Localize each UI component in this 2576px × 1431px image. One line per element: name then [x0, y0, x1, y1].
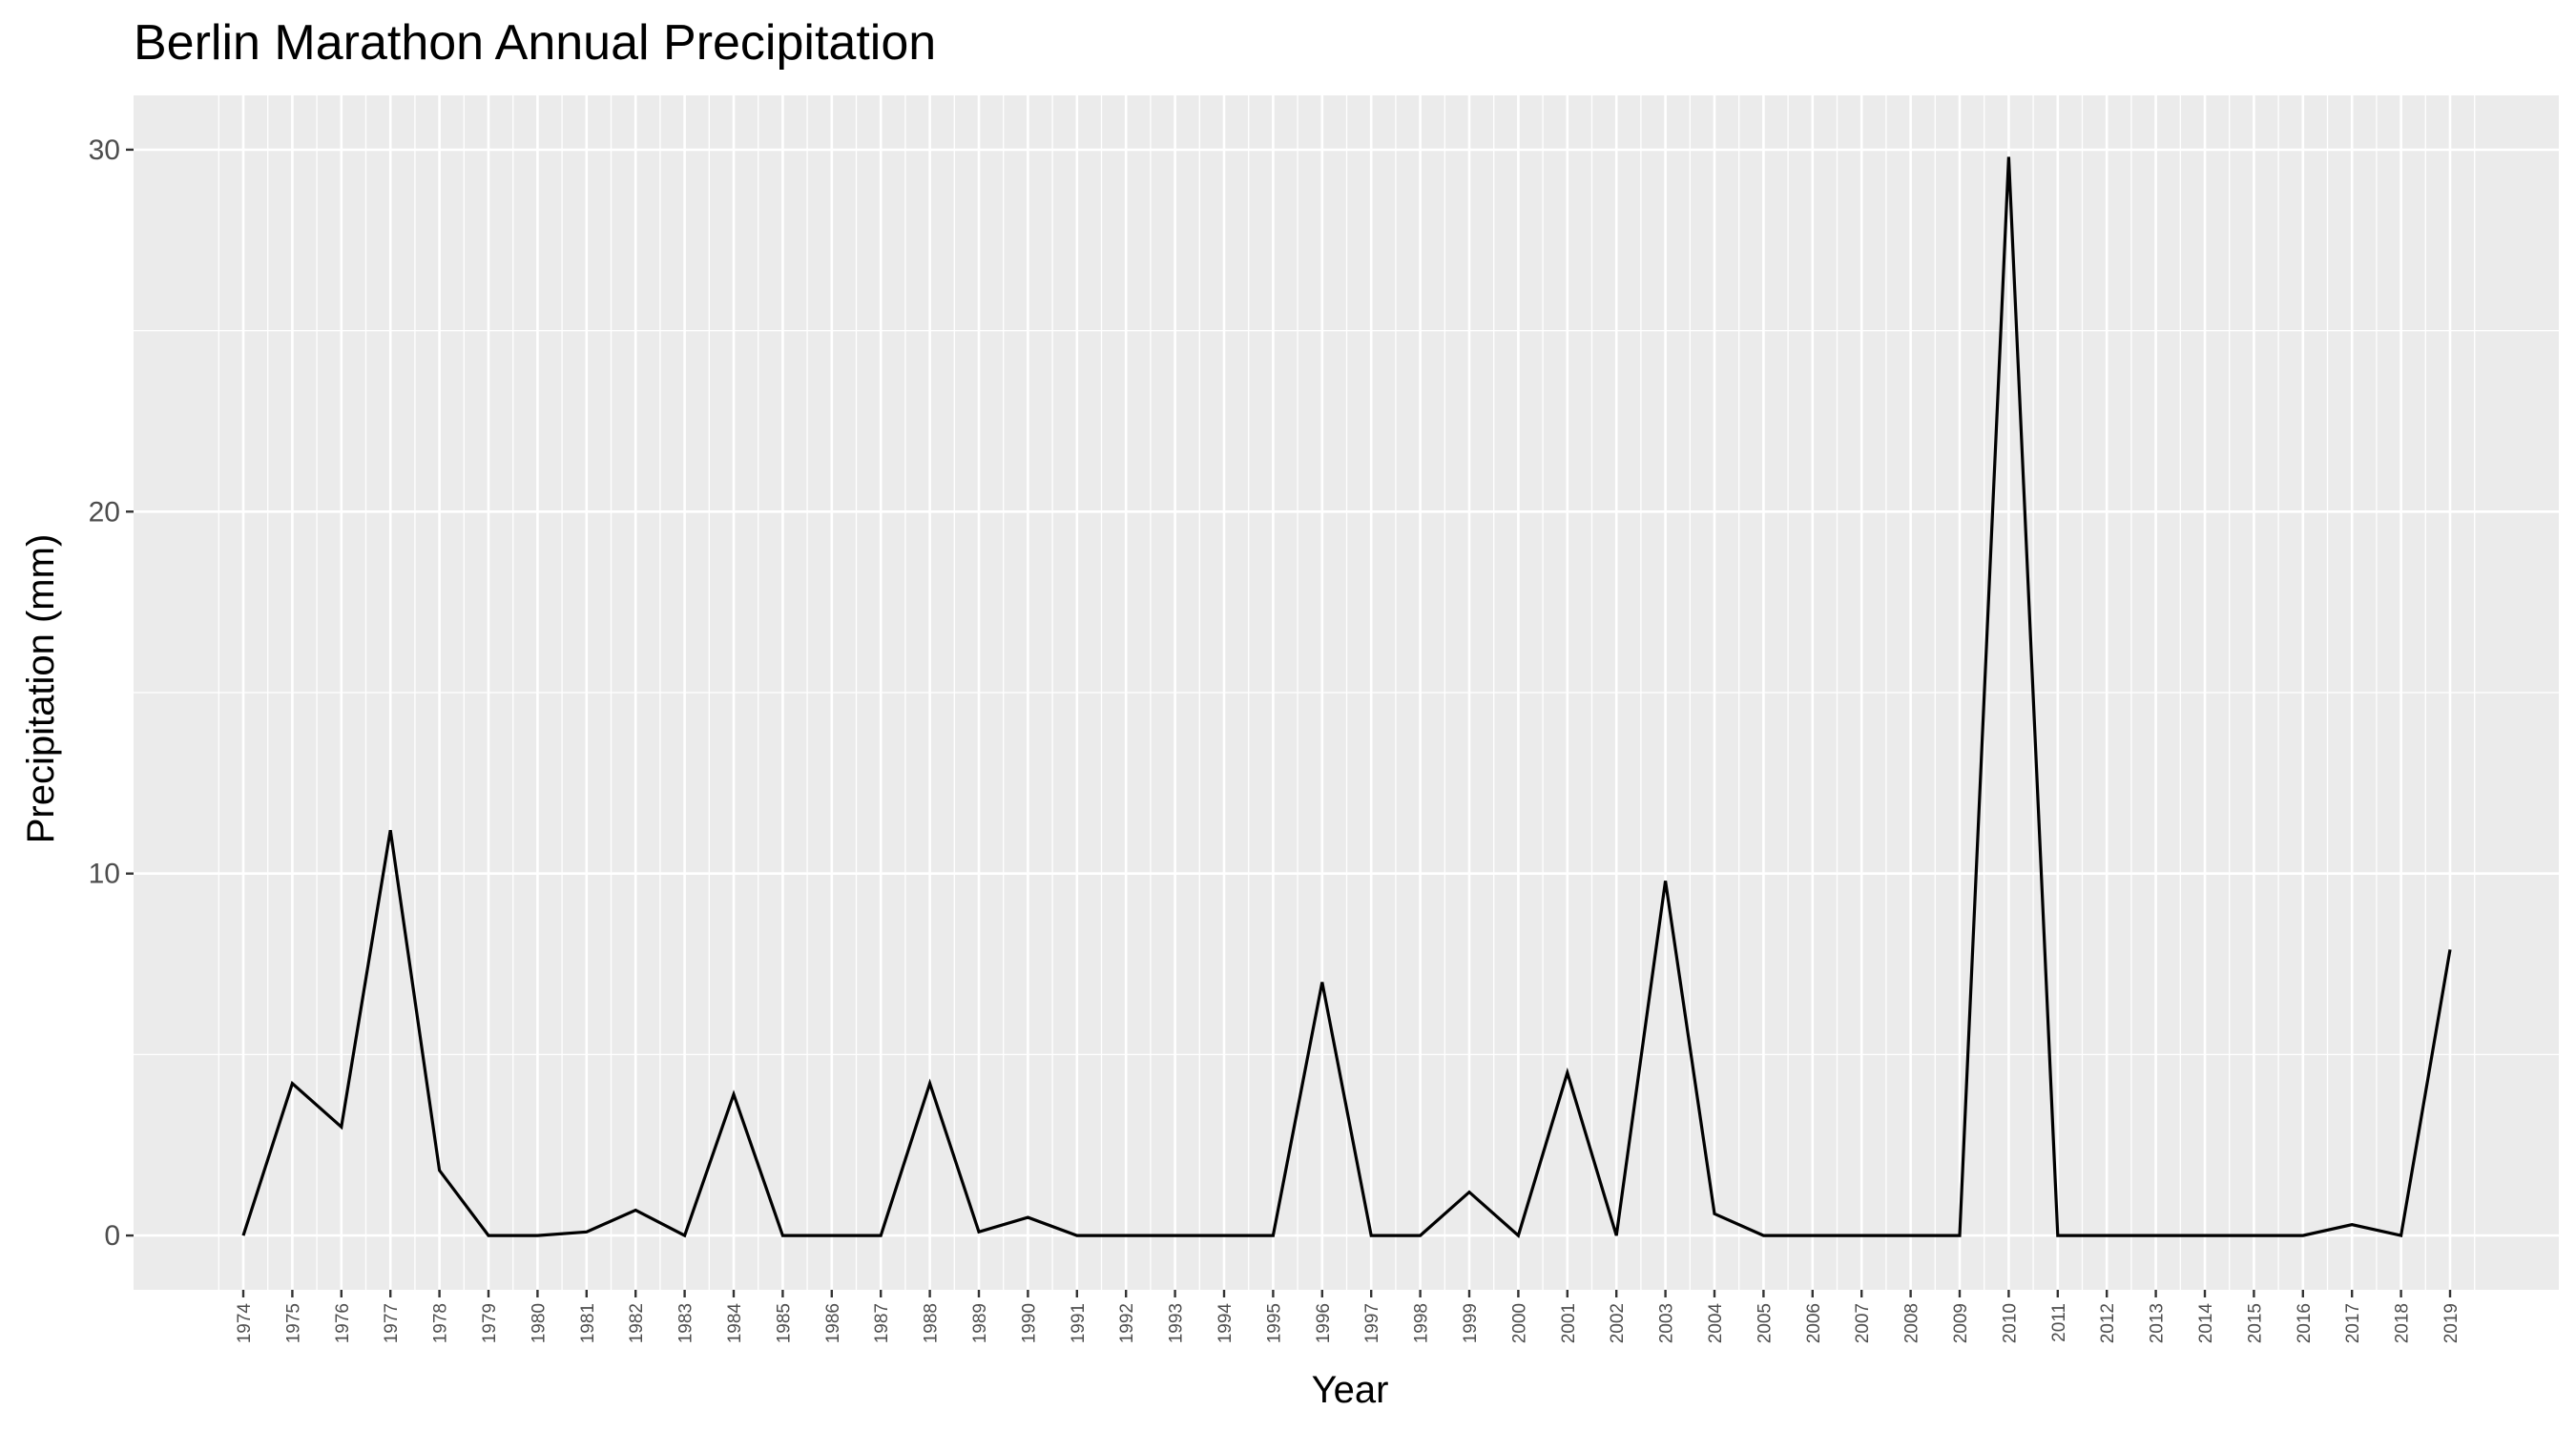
x-tick-label: 1992 [1117, 1303, 1137, 1343]
x-tick-label: 1990 [1019, 1303, 1039, 1343]
x-tick-label: 1982 [627, 1303, 647, 1343]
x-tick-label: 1980 [529, 1303, 549, 1343]
y-tick-label: 30 [89, 135, 120, 166]
x-tick-label: 1991 [1069, 1303, 1089, 1343]
chart-title: Berlin Marathon Annual Precipitation [134, 15, 936, 71]
x-tick-label: 1979 [480, 1303, 500, 1343]
x-tick-label: 1981 [578, 1303, 598, 1343]
x-tick-label: 2012 [2098, 1303, 2118, 1343]
x-tick-label: 1995 [1264, 1303, 1284, 1343]
x-tick-label: 1985 [774, 1303, 794, 1343]
x-tick-label: 2010 [2000, 1303, 2020, 1343]
x-tick-label: 2016 [2295, 1303, 2315, 1343]
x-tick-label: 1999 [1461, 1303, 1481, 1343]
x-tick-label: 2013 [2148, 1303, 2168, 1343]
x-tick-label: 2000 [1509, 1303, 1529, 1343]
x-axis-ticks: 1974 1975 1976 1977 1978 1979 1980 1981 1982 1983… [235, 1290, 2462, 1343]
x-tick-label: 2014 [2196, 1303, 2216, 1344]
x-tick-label: 1984 [725, 1303, 745, 1344]
x-tick-label: 1994 [1215, 1303, 1236, 1344]
x-tick-label: 1987 [872, 1303, 892, 1343]
x-tick-label: 2002 [1608, 1303, 1628, 1343]
grid-lines [134, 95, 2559, 1290]
x-tick-label: 2019 [2441, 1303, 2462, 1343]
x-tick-label: 2015 [2245, 1303, 2265, 1343]
y-tick-label: 0 [104, 1220, 120, 1252]
x-tick-label: 2009 [1951, 1303, 1971, 1343]
x-tick-label: 2005 [1755, 1303, 1775, 1343]
x-tick-label: 1998 [1412, 1303, 1432, 1343]
x-tick-label: 1986 [823, 1303, 843, 1343]
x-tick-label: 2011 [2049, 1303, 2069, 1342]
y-tick-label: 20 [89, 496, 120, 528]
y-axis-title: Precipitation (mm) [20, 534, 62, 844]
x-tick-label: 1993 [1167, 1303, 1187, 1343]
x-tick-label: 1988 [922, 1303, 942, 1343]
x-tick-label: 2008 [1902, 1303, 1922, 1343]
x-tick-label: 1997 [1362, 1303, 1382, 1343]
x-tick-label: 2001 [1559, 1303, 1579, 1343]
x-tick-label: 2006 [1804, 1303, 1824, 1343]
x-tick-label: 2007 [1853, 1303, 1873, 1343]
x-tick-label: 2003 [1657, 1303, 1677, 1343]
x-tick-label: 1983 [676, 1303, 696, 1343]
x-tick-label: 1989 [970, 1303, 990, 1343]
x-tick-label: 1996 [1314, 1303, 1334, 1343]
x-tick-label: 1974 [235, 1303, 255, 1344]
x-tick-label: 1975 [283, 1303, 303, 1343]
series [241, 156, 2452, 1238]
x-axis-title: Year [1312, 1369, 1389, 1411]
x-tick-label: 2017 [2343, 1303, 2363, 1343]
x-tick-label: 1977 [382, 1303, 402, 1343]
precipitation-line [241, 156, 2452, 1238]
y-axis-ticks: 0 10 20 30 [89, 135, 134, 1252]
x-tick-label: 1976 [333, 1303, 353, 1343]
x-tick-label: 2018 [2393, 1303, 2413, 1343]
x-tick-label: 1978 [431, 1303, 451, 1343]
x-tick-label: 2004 [1706, 1303, 1726, 1344]
y-tick-label: 10 [89, 859, 120, 890]
